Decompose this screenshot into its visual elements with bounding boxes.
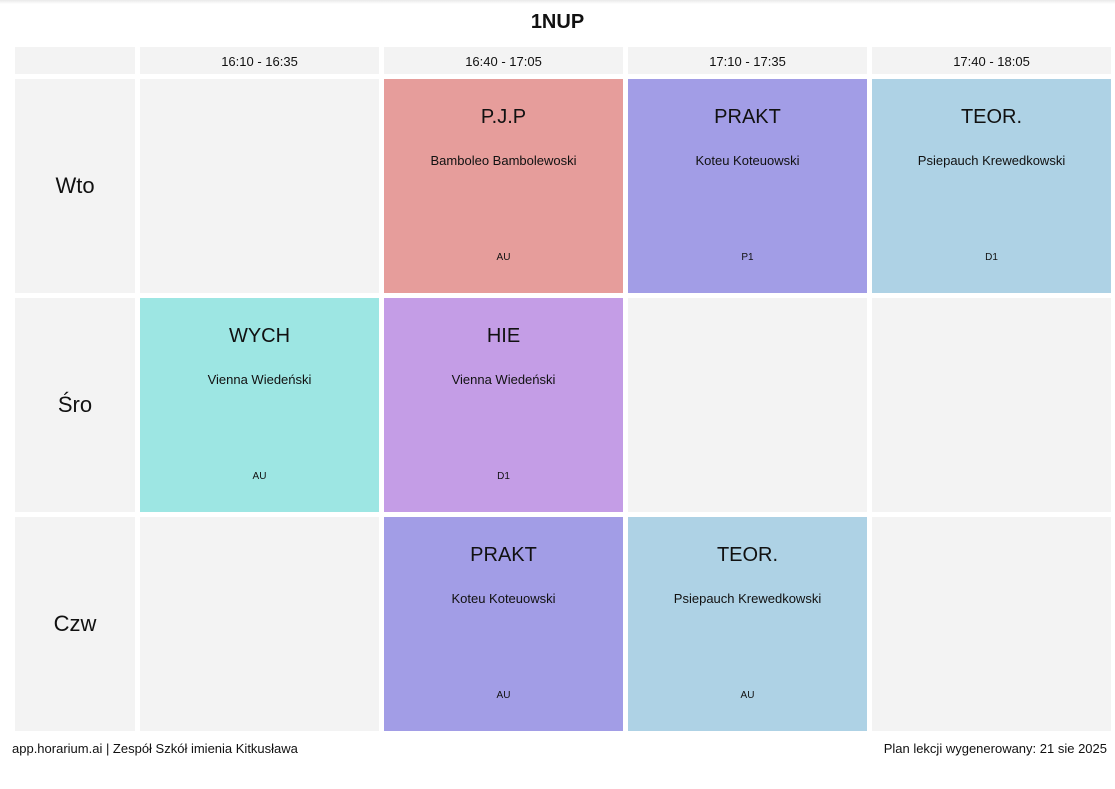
lesson-card[interactable]: TEOR. Psiepauch Krewedkowski AU [628, 517, 867, 731]
lesson-subject: PRAKT [714, 106, 781, 128]
time-header-1: 16:10 - 16:35 [140, 47, 379, 74]
lesson-room: D1 [497, 471, 510, 482]
day-label-sro: Śro [15, 298, 135, 512]
time-header-4: 17:40 - 18:05 [872, 47, 1111, 74]
lesson-room: AU [252, 471, 267, 482]
empty-slot [872, 298, 1111, 512]
lesson-teacher: Bamboleo Bambolewoski [430, 153, 577, 168]
lesson-card[interactable]: PRAKT Koteu Koteuowski P1 [628, 79, 867, 293]
lesson-room: AU [740, 690, 755, 701]
lesson-subject: PRAKT [470, 544, 537, 566]
lesson-subject: TEOR. [716, 544, 779, 566]
lesson-card[interactable]: PRAKT Koteu Koteuowski AU [384, 517, 623, 731]
page-title: 1NUP [530, 11, 585, 33]
day-label-wto: Wto [15, 79, 135, 293]
empty-slot [140, 517, 379, 731]
lesson-teacher: Koteu Koteuowski [451, 591, 556, 606]
lesson-card[interactable]: TEOR. Psiepauch Krewedkowski D1 [872, 79, 1111, 293]
footer-generated-date: Plan lekcji wygenerowany: 21 sie 2025 [883, 741, 1107, 756]
lesson-room: D1 [985, 252, 998, 263]
timetable-grid: 16:10 - 16:35 16:40 - 17:05 17:10 - 17:3… [15, 47, 1111, 731]
lesson-card[interactable]: P.J.P Bamboleo Bambolewoski AU [384, 79, 623, 293]
lesson-teacher: Koteu Koteuowski [695, 153, 800, 168]
footer-source: app.horarium.ai | Zespół Szkół imienia K… [12, 741, 298, 756]
lesson-teacher: Psiepauch Krewedkowski [917, 153, 1066, 168]
lesson-subject: TEOR. [960, 106, 1023, 128]
time-header-3: 17:10 - 17:35 [628, 47, 867, 74]
lesson-teacher: Psiepauch Krewedkowski [673, 591, 822, 606]
lesson-subject: WYCH [228, 325, 291, 347]
lesson-subject: HIE [486, 325, 521, 347]
lesson-card[interactable]: HIE Vienna Wiedeński D1 [384, 298, 623, 512]
empty-slot [872, 517, 1111, 731]
lesson-room: AU [496, 690, 511, 701]
lesson-room: P1 [741, 252, 754, 263]
lesson-room: AU [496, 252, 511, 263]
day-label-czw: Czw [15, 517, 135, 731]
corner-cell [15, 47, 135, 74]
lesson-teacher: Vienna Wiedeński [451, 372, 556, 387]
top-divider [0, 0, 1115, 4]
empty-slot [140, 79, 379, 293]
empty-slot [628, 298, 867, 512]
time-header-2: 16:40 - 17:05 [384, 47, 623, 74]
lesson-subject: P.J.P [480, 106, 527, 128]
lesson-teacher: Vienna Wiedeński [207, 372, 312, 387]
lesson-card[interactable]: WYCH Vienna Wiedeński AU [140, 298, 379, 512]
